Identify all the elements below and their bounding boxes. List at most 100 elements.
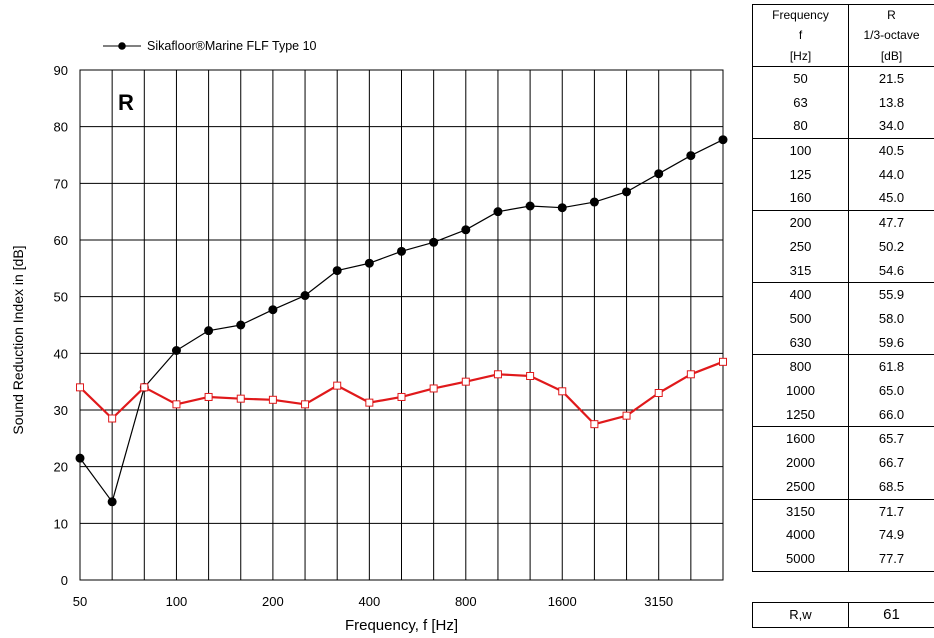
data-point: [654, 169, 664, 179]
y-tick-label: 10: [54, 516, 68, 531]
grid-lines: [80, 70, 723, 580]
r-value-cell: 59.6: [848, 330, 934, 356]
table-row: 400 55.9: [752, 282, 934, 307]
data-point: [622, 411, 631, 420]
r-value-cell: 71.7: [848, 499, 934, 524]
table-row: 5000 77.7: [752, 546, 934, 572]
rating-label: R,w: [752, 602, 849, 628]
r-value-cell: 47.7: [848, 210, 934, 235]
table-row: 500 58.0: [752, 306, 934, 331]
x-tick-label: 800: [455, 594, 477, 609]
frequency-cell: 500: [752, 306, 849, 331]
table-row: 630 59.6: [752, 330, 934, 356]
r-value-cell: 66.7: [848, 451, 934, 475]
table-row: 80 34.0: [752, 114, 934, 140]
data-point: [108, 414, 117, 423]
header-octave: 1/3-octave: [848, 25, 934, 46]
legend-label: Sikafloor®Marine FLF Type 10: [147, 39, 317, 53]
data-point: [558, 387, 567, 396]
frequency-cell: 50: [752, 66, 849, 91]
frequency-cell: 315: [752, 258, 849, 284]
y-tick-label: 50: [54, 290, 68, 305]
frequency-cell: 1250: [752, 402, 849, 428]
frequency-cell: 250: [752, 234, 849, 259]
y-tick-label: 60: [54, 233, 68, 248]
series-group: [75, 135, 728, 507]
table-row: 63 13.8: [752, 90, 934, 115]
data-point: [204, 326, 214, 336]
data-point: [76, 383, 84, 392]
plot-area: [79, 69, 724, 581]
data-point: [397, 246, 406, 256]
data-point: [686, 151, 696, 161]
r-value-cell: 21.5: [848, 66, 934, 91]
data-point: [204, 392, 213, 401]
data-point: [493, 207, 503, 217]
r-value-cell: 58.0: [848, 306, 934, 331]
data-point: [236, 394, 245, 403]
data-point: [719, 357, 727, 366]
data-point: [75, 453, 85, 463]
frequency-cell: 3150: [752, 499, 849, 524]
data-point: [686, 370, 695, 379]
table-row: 200 47.7: [752, 210, 934, 235]
data-point: [622, 187, 632, 197]
data-point: [332, 266, 342, 276]
data-point: [301, 400, 310, 409]
table-row: 100 40.5: [752, 138, 934, 163]
frequency-cell: 200: [752, 210, 849, 235]
data-point: [268, 395, 277, 404]
data-point: [236, 320, 246, 330]
table-row: 1600 65.7: [752, 426, 934, 452]
table-row: 50 21.5: [752, 66, 934, 91]
r-value-cell: 54.6: [848, 258, 934, 284]
table-row: 125 44.0: [752, 162, 934, 187]
chart-legend: Sikafloor®Marine FLF Type 10: [103, 39, 317, 53]
x-tick-label: 1600: [548, 594, 577, 609]
data-point: [526, 372, 535, 380]
table-row: 1000 65.0: [752, 379, 934, 403]
table-row: 3150 71.7: [752, 499, 934, 524]
data-point: [397, 392, 406, 401]
rating-row: R,w 61: [752, 602, 934, 628]
data-point: [493, 370, 502, 379]
r-value-cell: 44.0: [848, 162, 934, 187]
y-axis-label: Sound Reduction Index in [dB]: [10, 245, 26, 434]
frequency-cell: 63: [752, 90, 849, 115]
y-tick-label: 40: [54, 346, 68, 361]
data-point: [654, 389, 663, 397]
x-tick-labels: 50 100 200 400 800 1600 3150: [73, 594, 673, 609]
frequency-cell: 4000: [752, 523, 849, 547]
r-value-cell: 68.5: [848, 474, 934, 500]
y-tick-label: 80: [54, 120, 68, 135]
table-header-row: [Hz] [dB]: [752, 45, 934, 67]
r-value-cell: 13.8: [848, 90, 934, 115]
y-tick-label: 20: [54, 460, 68, 475]
data-point: [461, 225, 471, 235]
data-point: [590, 420, 599, 429]
header-hz-unit: [Hz]: [752, 45, 849, 67]
rating-value: 61: [848, 602, 934, 628]
sound-reduction-chart: 0 10 20 30 40 50 60 70 80 90 50 100 200 400 800 1600 31…: [10, 39, 728, 634]
data-point: [300, 291, 310, 301]
r-value-cell: 65.0: [848, 379, 934, 403]
table-header-row: Frequency R: [752, 4, 934, 26]
y-tick-label: 90: [54, 63, 68, 78]
data-point: [107, 497, 117, 507]
r-value-cell: 34.0: [848, 114, 934, 140]
weighted-rating-table: R,w 61: [752, 602, 934, 628]
data-point: [172, 400, 181, 409]
r-value-cell: 66.0: [848, 402, 934, 428]
frequency-cell: 400: [752, 282, 849, 307]
header-r: R: [848, 4, 934, 26]
y-tick-labels: 0 10 20 30 40 50 60 70 80 90: [54, 63, 68, 588]
header-frequency: Frequency: [752, 4, 849, 26]
r-value-cell: 77.7: [848, 546, 934, 572]
r-value-cell: 40.5: [848, 138, 934, 163]
frequency-cell: 2000: [752, 451, 849, 475]
y-tick-label: 30: [54, 403, 68, 418]
x-axis-label: Frequency, f [Hz]: [345, 617, 458, 634]
data-point: [365, 398, 374, 407]
header-f: f: [752, 25, 849, 46]
table-row: 250 50.2: [752, 234, 934, 259]
